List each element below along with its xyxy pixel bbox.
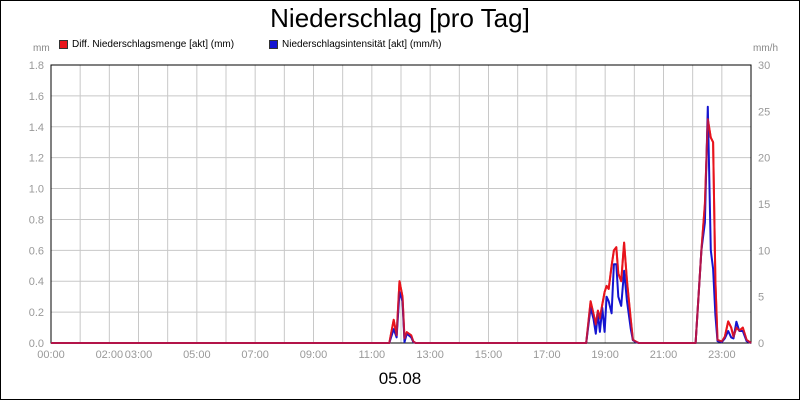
series-line-niederschlagsmenge-overlay xyxy=(51,118,752,344)
y2-tick-label: 15 xyxy=(758,199,770,211)
y2-tick-label: 20 xyxy=(758,153,770,165)
x-tick-label: 03:00 xyxy=(125,349,153,361)
y-tick-label: 0.8 xyxy=(29,214,44,226)
x-tick-label: 21:00 xyxy=(650,349,678,361)
y2-tick-label: 5 xyxy=(758,292,764,304)
x-tick-label: 00:00 xyxy=(37,349,65,361)
x-tick-label: 05:00 xyxy=(183,349,211,361)
x-tick-label: 19:00 xyxy=(591,349,619,361)
right-axis-unit: mm/h xyxy=(753,43,778,54)
y-tick-label: 1.2 xyxy=(29,153,44,165)
x-tick-label: 09:00 xyxy=(300,349,328,361)
x-tick-label: 11:00 xyxy=(358,349,385,361)
y2-tick-label: 10 xyxy=(758,245,770,257)
x-tick-label: 15:00 xyxy=(475,349,503,361)
date-label: 05.08 xyxy=(378,369,422,388)
legend-swatch-red-icon xyxy=(59,40,68,49)
legend-label-series1: Diff. Niederschlagsmenge [akt] (mm) xyxy=(72,39,235,50)
y-tick-label: 1.4 xyxy=(29,122,44,134)
left-axis-unit: mm xyxy=(33,43,50,54)
y-tick-label: 1.0 xyxy=(29,184,44,196)
plot-area-border xyxy=(50,64,752,344)
legend-item-series1: Diff. Niederschlagsmenge [akt] (mm) xyxy=(59,39,234,50)
y-tick-label: 0.2 xyxy=(29,307,44,319)
x-tick-label: 23:00 xyxy=(708,349,736,361)
x-tick-label: 13:00 xyxy=(416,349,444,361)
y-tick-label: 1.6 xyxy=(29,91,44,103)
y-tick-label: 0.4 xyxy=(29,276,44,288)
x-tick-label: 07:00 xyxy=(241,349,269,361)
y-tick-label: 1.8 xyxy=(29,60,44,72)
legend-swatch-blue-icon xyxy=(269,40,278,49)
x-tick-label: 02:00 xyxy=(96,349,124,361)
legend-label-series2: Niederschlagsintensität [akt] (mm/h) xyxy=(282,39,442,50)
y-tick-label: 0.6 xyxy=(29,245,44,257)
y-tick-label: 0.0 xyxy=(29,338,44,350)
y2-tick-label: 0 xyxy=(758,338,764,350)
y2-tick-label: 30 xyxy=(758,60,770,72)
legend-item-series2: Niederschlagsintensität [akt] (mm/h) xyxy=(269,39,442,50)
chart-title: Niederschlag [pro Tag] xyxy=(270,3,530,33)
x-tick-label: 17:00 xyxy=(533,349,561,361)
y2-tick-label: 25 xyxy=(758,106,770,118)
